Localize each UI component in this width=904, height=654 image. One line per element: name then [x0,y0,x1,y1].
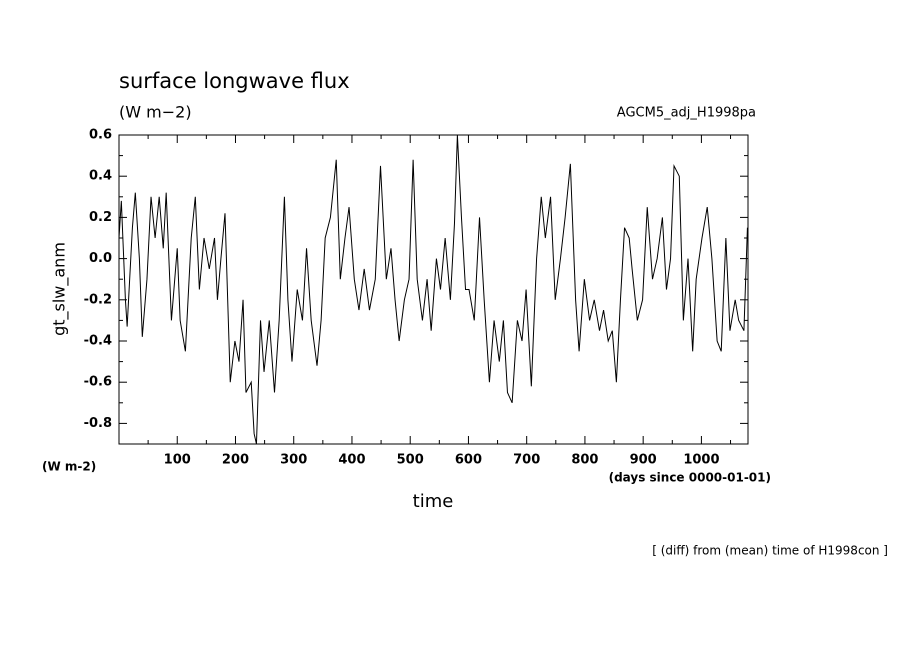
x-tick-label: 500 [397,453,424,468]
x-tick-label: 700 [513,453,540,468]
x-tick-label: 900 [630,453,657,468]
y-tick-label: -0.2 [84,292,112,307]
x-tick-label: 400 [338,453,365,468]
run-label: AGCM5_adj_H1998pa [617,106,756,121]
y-unit: (W m-2) [42,460,96,474]
x-tick-label: 1000 [683,453,719,468]
y-tick-label: -0.4 [84,334,112,349]
x-axis-label: time [413,491,454,512]
y-tick-label: -0.6 [84,375,112,390]
y-tick-label: 0.0 [89,251,112,266]
data-line [118,134,748,445]
x-tick-label: 300 [280,453,307,468]
x-tick-label: 200 [222,453,249,468]
y-tick-label: 0.4 [89,169,112,184]
chart-title: surface longwave flux [119,69,350,93]
y-axis-label: gt_slw_anm [50,242,70,336]
x-tick-label: 100 [164,453,191,468]
y-tick-label: 0.2 [89,210,112,225]
y-tick-label: 0.6 [89,128,112,143]
x-tick-label: 800 [571,453,598,468]
chart-subtitle: (W m−2) [119,103,192,122]
note: [ (diff) from (mean) time of H1998con ] [652,544,888,558]
plot-frame [118,134,749,445]
y-tick-label: -0.8 [84,416,112,431]
x-tick-label: 600 [455,453,482,468]
x-unit: (days since 0000-01-01) [609,471,771,485]
